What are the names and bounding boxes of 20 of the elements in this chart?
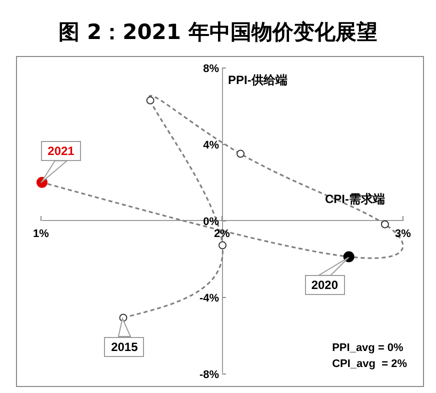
point (218, 241, 226, 250)
y-tick-label: 4% (203, 140, 220, 152)
y-tick-label: -4% (199, 292, 220, 304)
annotation: 2020 (304, 275, 345, 296)
point (146, 96, 154, 104)
x-tick-label: 1% (33, 228, 50, 240)
point (236, 150, 245, 158)
y-tick-label: -8% (199, 369, 220, 381)
y-axis-title: PPI-供给端 (228, 72, 288, 89)
x-tick-label: 2% (214, 228, 230, 240)
annotation: 2021 (41, 140, 81, 161)
point (380, 220, 389, 228)
x-tick-label: 3% (395, 228, 412, 240)
annotation: CPI_avg = 2% (332, 357, 407, 372)
y-tick-label: 0% (203, 216, 220, 228)
chart-title: 图 2：2021 年中国物价变化展望 (58, 19, 378, 46)
y-tick-label: 8% (203, 63, 220, 75)
annotation: 2015 (104, 336, 144, 357)
annotation: PPI_avg = 0% (332, 341, 404, 356)
x-axis-title: CPI-需求端 (325, 191, 385, 208)
